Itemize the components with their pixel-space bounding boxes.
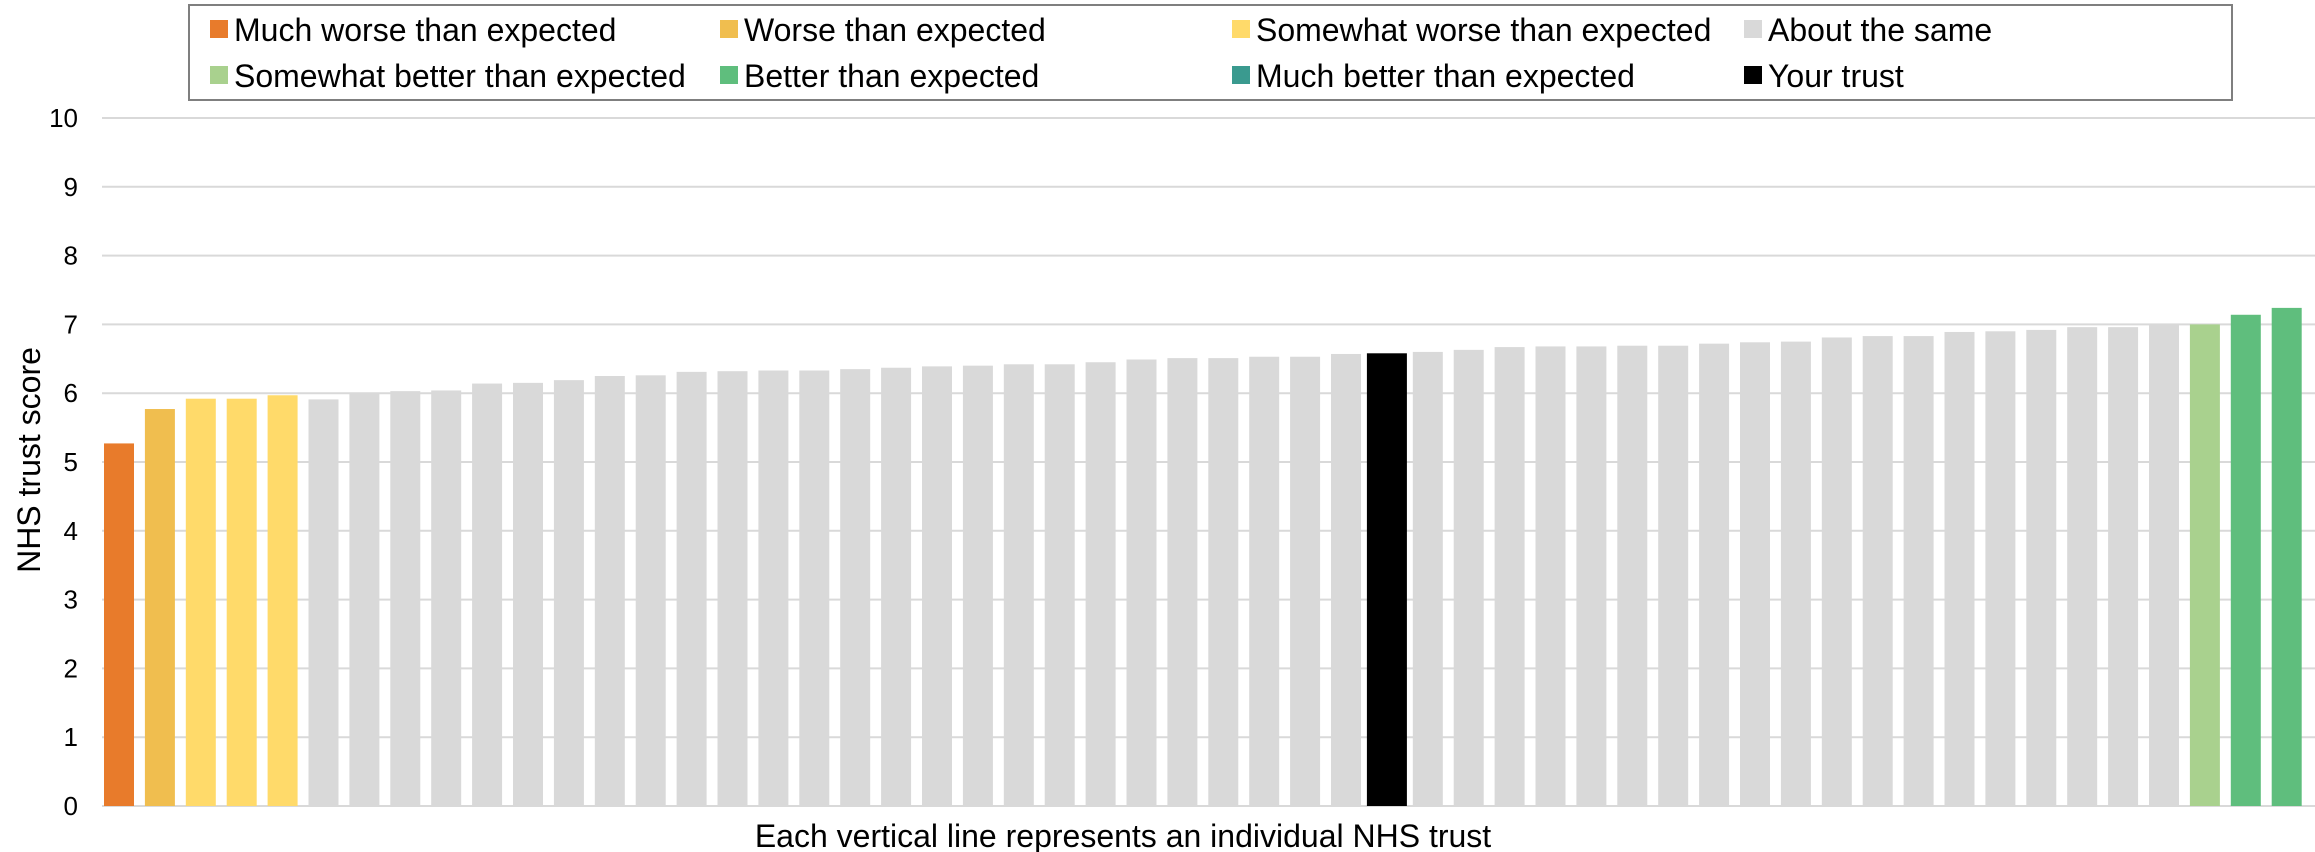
bar-trust	[1576, 346, 1607, 806]
legend-label-your-trust: Your trust	[1768, 58, 1904, 94]
bar-trust	[676, 371, 707, 806]
bar-trust	[226, 398, 257, 806]
bar-trust	[758, 370, 789, 806]
bar-trust	[1085, 362, 1116, 806]
bar-trust	[1944, 331, 1975, 806]
bar-trust	[1903, 336, 1934, 806]
legend-label-somewhat-worse: Somewhat worse than expected	[1256, 12, 1711, 48]
legend-label-somewhat-better: Somewhat better than expected	[234, 58, 686, 94]
bar-trust	[1617, 345, 1648, 806]
bar-trust	[2271, 307, 2302, 806]
x-axis-title: Each vertical line represents an individ…	[755, 818, 1491, 852]
legend-label-much-better: Much better than expected	[1256, 58, 1635, 94]
bar-trust	[1821, 337, 1852, 806]
bar-trust	[962, 365, 993, 806]
legend-swatch-worse	[720, 20, 738, 38]
bar-trust	[1453, 349, 1484, 806]
y-tick-label: 3	[64, 585, 78, 615]
y-tick-label: 0	[64, 791, 78, 821]
bar-trust	[881, 367, 912, 806]
bar-trust	[1985, 331, 2016, 806]
bar-trust	[144, 409, 175, 806]
bar-your-trust	[1366, 353, 1407, 806]
bar-trust	[390, 391, 421, 806]
bar-trust	[472, 383, 503, 806]
y-tick-labels: 0 1 2 3 4 5 6 7 8 9 10	[49, 103, 78, 821]
bar-trust	[1780, 341, 1811, 806]
legend-swatch-same	[1744, 20, 1762, 38]
y-tick-label: 9	[64, 172, 78, 202]
bar-trust	[1249, 356, 1280, 806]
bar-trust	[185, 398, 216, 806]
legend-swatch-much-worse	[210, 20, 228, 38]
bar-trust	[1331, 353, 1361, 806]
bar-trust	[1658, 345, 1689, 806]
y-axis-title: NHS trust score	[11, 347, 47, 573]
y-tick-label: 1	[64, 722, 78, 752]
y-tick-label: 6	[64, 378, 78, 408]
bar-trust	[2108, 327, 2139, 806]
y-tick-label: 5	[64, 447, 78, 477]
y-tick-label: 10	[49, 103, 78, 133]
bar-trust	[2026, 329, 2057, 806]
legend-label-much-worse: Much worse than expected	[234, 12, 616, 48]
bar-trust	[1208, 358, 1239, 806]
bar-trust	[1412, 351, 1443, 806]
legend-swatch-much-better	[1232, 66, 1250, 84]
legend-swatch-your-trust	[1744, 66, 1762, 84]
bar-trust	[2149, 324, 2179, 806]
bar-trust	[1862, 336, 1893, 806]
y-tick-label: 4	[64, 516, 78, 546]
legend-swatch-somewhat-worse	[1232, 20, 1250, 38]
y-tick-label: 2	[64, 653, 78, 683]
y-tick-label: 7	[64, 309, 78, 339]
bar-trust	[1699, 343, 1730, 806]
legend-label-better: Better than expected	[744, 58, 1039, 94]
bar-trust	[635, 375, 666, 806]
bar-trust	[2067, 327, 2098, 806]
bar-trust	[267, 395, 298, 806]
bar-trust	[1003, 364, 1034, 806]
bar-trust	[2189, 324, 2220, 806]
bar-trust	[553, 380, 584, 806]
bar-trust	[1167, 358, 1198, 806]
bar-trust	[104, 443, 134, 806]
legend-box	[188, 4, 2233, 101]
bar-trust	[799, 370, 830, 806]
bar-trust	[717, 371, 748, 806]
bar-trust	[1494, 347, 1525, 806]
bar-trust	[2230, 314, 2261, 806]
bar-trust	[1535, 346, 1566, 806]
bars	[104, 307, 2302, 806]
bar-trust	[513, 382, 543, 806]
bar-trust	[594, 376, 625, 806]
bar-trust	[1290, 356, 1321, 806]
legend-swatch-somewhat-better	[210, 66, 228, 84]
bar-trust	[349, 392, 380, 806]
bar-trust	[922, 366, 952, 806]
bar-trust	[840, 369, 871, 806]
y-tick-label: 8	[64, 241, 78, 271]
bar-trust	[1740, 342, 1770, 806]
legend-swatch-better	[720, 66, 738, 84]
bar-trust	[1044, 364, 1075, 806]
legend-label-worse: Worse than expected	[744, 12, 1046, 48]
bar-trust	[431, 390, 462, 806]
bar-trust	[1126, 359, 1157, 806]
legend: Much worse than expected Worse than expec…	[188, 4, 2233, 101]
legend-label-same: About the same	[1768, 12, 1992, 48]
bar-trust	[308, 399, 339, 806]
legend-items: Much worse than expected Worse than expec…	[210, 12, 1992, 94]
